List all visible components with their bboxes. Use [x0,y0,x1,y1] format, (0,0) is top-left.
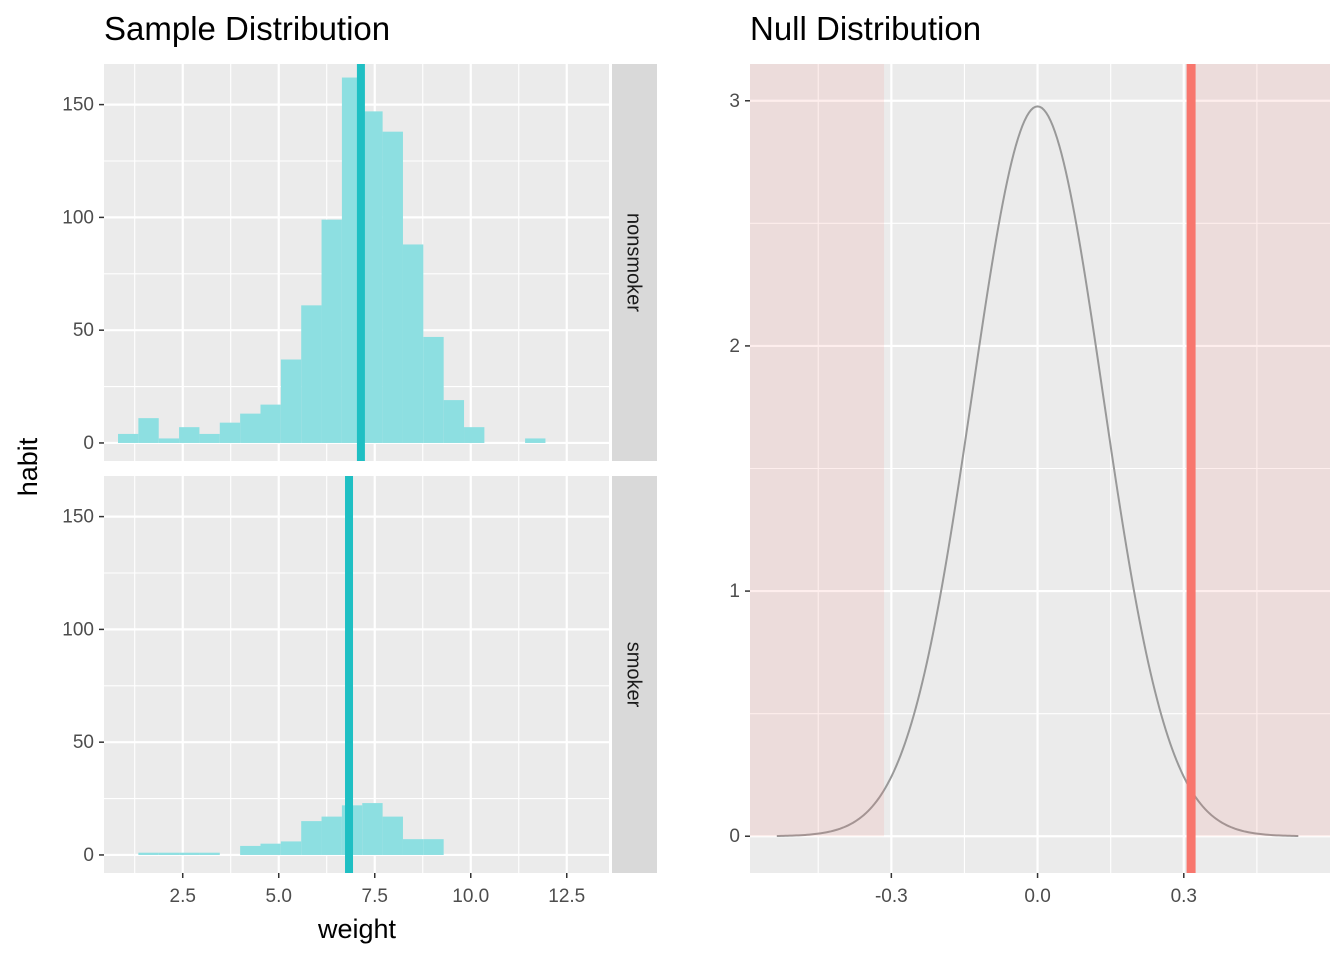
histogram-bar [280,841,302,855]
histogram-bar [138,418,159,443]
y-tick-label: 0 [729,826,740,847]
y-tick-label: 2 [729,336,740,357]
histogram-bar [402,839,424,855]
y-tick-label: 0 [83,433,94,454]
y-tick-label: 100 [62,619,94,640]
histogram-bar [464,427,485,443]
x-tick-label: 7.5 [362,886,388,907]
x-tick-label: -0.3 [875,886,908,907]
x-tick-label: 12.5 [548,886,585,907]
histogram-bar [443,400,465,443]
histogram-bar [280,359,302,443]
x-tick-label: 0.3 [1171,886,1197,907]
y-tick-label: 150 [62,507,94,528]
histogram-bar [423,839,444,855]
shaded-p-value-region [750,64,885,837]
histogram-bar [260,404,281,443]
histogram-bar [179,852,200,855]
histogram-bar [138,852,159,855]
histogram-bar [199,433,220,443]
histogram-bar [423,336,444,443]
histogram-bar [321,816,342,855]
sample-distribution-chart: Sample Distribution weight habit 0 50 100 1… [13,10,657,944]
histogram-bar [118,433,139,443]
histogram-bar [525,438,546,443]
sample-distribution-title: Sample Distribution [104,10,390,47]
observed-statistic-line [1186,64,1196,873]
habit-axis-title: habit [13,437,43,496]
null-distribution-title: Null Distribution [750,10,981,47]
x-tick-label: 0.0 [1024,886,1050,907]
facet-label-nonsmoker: nonsmoker [623,213,645,312]
histogram-bar [362,803,383,855]
null-distribution-curve [776,105,1299,837]
histogram-bar [260,843,281,855]
histogram-bar [158,852,180,855]
histogram-bar [402,244,424,443]
shaded-p-value-region [1191,64,1330,837]
y-tick-label: 50 [73,732,94,753]
facet-strip [612,64,657,461]
facet-label-smoker: smoker [623,642,645,708]
y-tick-label: 3 [729,91,740,112]
mean-line-nonsmoker [356,64,365,461]
null-distribution-chart: Null Distribution 0 1 2 3 -0.3 0.0 0.3 [729,10,1330,907]
histogram-bar [362,111,383,443]
histogram-bar [240,845,261,855]
histogram-bar [199,852,220,855]
histogram-bar [382,131,403,443]
histogram-bar [179,427,200,443]
histogram-bar [301,821,322,855]
histogram-bar [382,816,403,855]
y-tick-label: 0 [83,845,94,866]
facet-strip [612,476,657,873]
histogram-bar [321,219,342,443]
x-tick-label: 2.5 [170,886,196,907]
x-tick-label: 5.0 [266,886,292,907]
histogram-bar [301,305,322,443]
y-tick-label: 1 [729,581,740,602]
histogram-bar [158,438,180,443]
weight-axis-title: weight [317,914,397,944]
y-tick-label: 50 [73,320,94,341]
mean-line-smoker [345,476,354,873]
histogram-bar [219,422,241,443]
y-tick-label: 150 [62,95,94,116]
y-tick-label: 100 [62,207,94,228]
histogram-bar [240,413,261,443]
x-tick-label: 10.0 [452,886,489,907]
